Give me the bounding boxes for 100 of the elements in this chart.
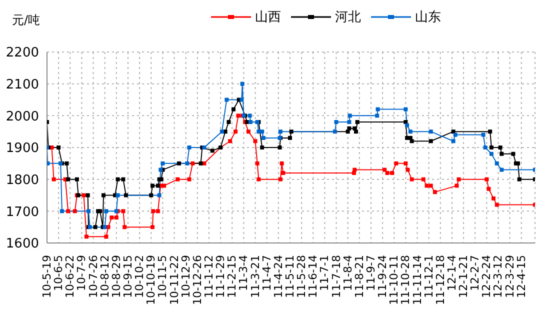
point (187, 146, 192, 150)
point (483, 146, 488, 150)
point (60, 209, 64, 214)
point (347, 120, 352, 124)
point (110, 216, 114, 220)
point (256, 177, 261, 182)
point (486, 186, 491, 191)
x-tick-label: 12-3-12 (492, 255, 505, 298)
point (116, 193, 120, 198)
x-tick-label: 11-4-7 (260, 255, 274, 291)
x-tick-label: 11-4-24 (272, 255, 285, 298)
x-tick-label: 11-7-18 (330, 255, 343, 298)
x-tick-label: 12-3-29 (503, 255, 516, 298)
point (432, 190, 437, 194)
point (121, 209, 126, 214)
point (248, 114, 252, 118)
point (404, 107, 408, 112)
point (187, 177, 192, 182)
y-tick-label: 1800 (6, 172, 39, 188)
x-tick-label: 11-12-18 (434, 255, 447, 305)
x-tick-label: 10-6-5 (52, 255, 66, 291)
point (428, 130, 433, 134)
x-tick-label: 11-1-29 (214, 255, 228, 298)
point (52, 177, 56, 182)
point (160, 161, 165, 166)
x-tick-label: 11-12-1 (422, 255, 436, 298)
x-tick-label: 10-9-15 (121, 255, 134, 298)
point (253, 139, 258, 144)
point (185, 161, 190, 166)
point (405, 123, 410, 128)
point (489, 152, 494, 156)
x-tick-label: 10-10-19 (144, 255, 158, 305)
x-tick-label: 11-8-21 (352, 255, 366, 298)
y-tick-label: 2200 (6, 46, 39, 61)
point (114, 216, 118, 220)
point (72, 209, 77, 214)
x-tick-label: 11-3-21 (248, 255, 262, 298)
point (382, 168, 387, 172)
x-tick-label: 11-3-4 (237, 255, 250, 291)
point (156, 209, 160, 214)
point (406, 168, 410, 172)
point (104, 234, 108, 239)
y-tick-label: 2100 (6, 77, 39, 92)
point (47, 161, 50, 166)
x-tick-label: 10-8-12 (98, 255, 112, 298)
x-tick-label: 10-11-5 (156, 255, 170, 298)
point (352, 168, 357, 172)
point (334, 120, 338, 124)
point (278, 177, 282, 182)
x-tick-label: 11-11-14 (410, 255, 424, 305)
point (224, 98, 229, 102)
x-tick-label: 12-2-24 (480, 255, 494, 298)
point (176, 177, 180, 182)
x-tick-label: 12-1-4 (445, 255, 458, 291)
x-tick-label: 11-8-4 (341, 255, 354, 291)
x-tick-label: 11-9-24 (376, 255, 390, 298)
point (246, 130, 250, 134)
point (228, 139, 232, 144)
x-tick-label: 11-10-11 (388, 255, 401, 305)
x-tick-label: 10-6-22 (64, 255, 77, 298)
point (410, 177, 414, 182)
point (428, 184, 433, 188)
x-tick-label: 11-9-7 (364, 255, 378, 291)
point (408, 130, 412, 134)
point (248, 120, 253, 124)
x-tick-label: 11-1-12 (202, 255, 216, 298)
point (122, 225, 127, 230)
point (261, 136, 266, 140)
point (390, 170, 394, 175)
x-tick-label: 12-4-15 (514, 255, 528, 298)
y-axis-title: 元/吨 (12, 12, 40, 29)
point (481, 132, 486, 137)
legend-label: 山西 (255, 9, 281, 26)
point (66, 209, 70, 214)
point (104, 209, 108, 214)
point (240, 98, 244, 102)
point (260, 130, 264, 134)
x-tick-label: 10-12-26 (190, 255, 204, 305)
y-tick-label: 1600 (6, 236, 39, 252)
legend-label: 山东 (415, 9, 441, 26)
x-tick-label: 10-5-19 (40, 255, 54, 298)
y-tick-label: 2000 (6, 109, 39, 124)
x-tick-label: 11-7-1 (318, 255, 332, 291)
x-tick-label: 10-12-9 (179, 255, 192, 298)
x-tick-label: 10-7-26 (86, 255, 100, 298)
point (348, 114, 352, 118)
point (424, 184, 429, 188)
x-tick-label: 12-1-21 (457, 255, 470, 298)
point (421, 177, 426, 182)
point (151, 209, 156, 214)
point (456, 177, 461, 182)
x-tick-label: 10-8-29 (110, 255, 123, 298)
point (404, 161, 408, 166)
x-tick-label: 11-10-28 (399, 255, 412, 305)
point (86, 209, 91, 214)
point (162, 184, 166, 188)
point (491, 196, 496, 200)
point (234, 130, 238, 134)
x-tick-label: 11-5-11 (283, 255, 296, 298)
y-tick-label: 1900 (6, 141, 39, 156)
